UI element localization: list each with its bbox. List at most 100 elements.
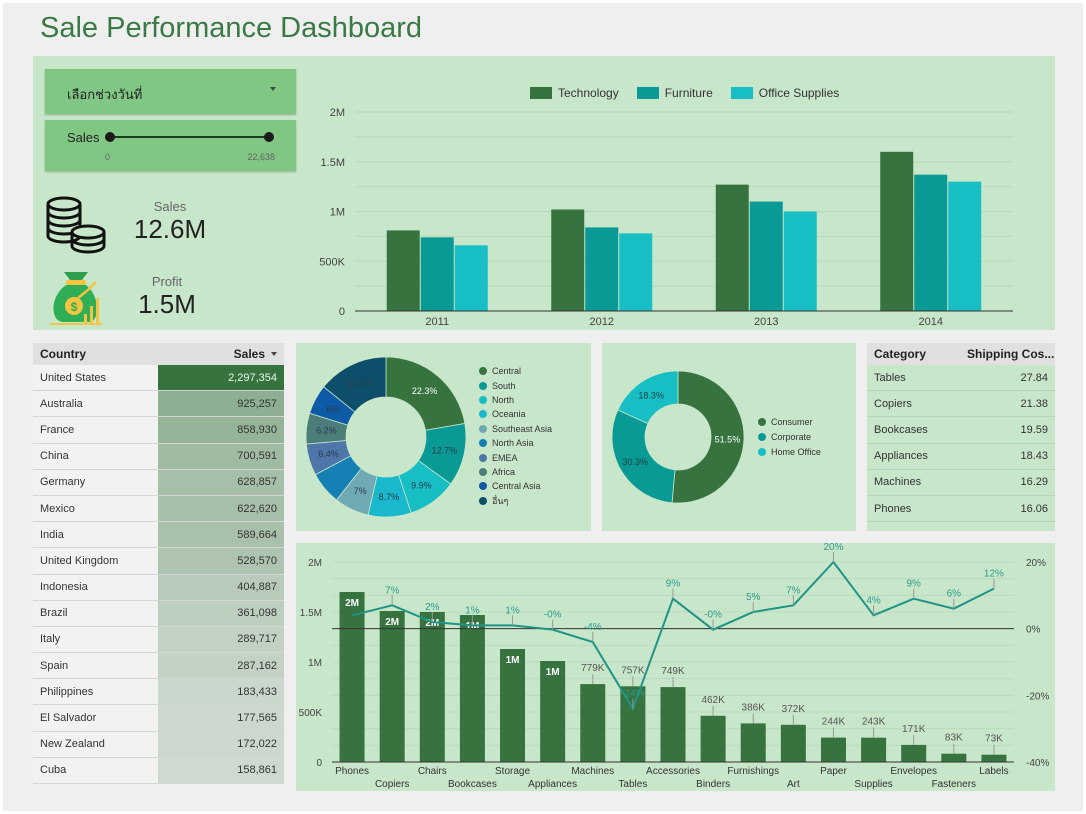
table-row[interactable]: Germany 628,857 [33,469,284,496]
slice-label: 6% [327,404,340,414]
bar-data-label: 386K [742,702,766,713]
sales-cell: 628,857 [158,469,284,495]
table-row[interactable]: Philippines 183,433 [33,679,284,706]
region-legend: Central South North Oceania Southeast Asia No… [479,364,552,508]
legend-item[interactable]: Oceania [479,407,552,421]
legend-label: Central Asia [492,481,541,492]
country-cell: New Zealand [40,738,105,751]
legend-item[interactable]: อื่นๆ [479,494,552,508]
legend-label: North [492,394,515,405]
x-tick-label: Art [787,779,800,790]
legend-item-office-supplies[interactable]: Office Supplies [730,86,839,100]
table-row[interactable]: Indonesia 404,887 [33,574,284,601]
legend-label: Technology [558,86,619,100]
legend-item[interactable]: Central Asia [479,479,552,493]
legend-item[interactable]: EMEA [479,450,552,464]
table-row[interactable]: United States 2,297,354 [33,365,284,392]
country-cell: Philippines [40,685,94,698]
table-row[interactable]: Australia 925,257 [33,391,284,418]
table-row-partial[interactable] [867,522,1055,531]
shipping-cost-cell: 27.84 [1020,371,1048,384]
bar-sales-chairs [419,612,445,762]
legend-item[interactable]: North [479,393,552,407]
bar-data-label: 2M [425,618,439,629]
table-row[interactable]: United Kingdom 528,570 [33,548,284,575]
legend-item[interactable]: Africa [479,465,552,479]
table-row[interactable]: Phones 16.06 [867,495,1055,523]
country-cell: Italy [40,633,61,646]
table-row[interactable]: Mexico 622,620 [33,495,284,523]
x-tick-label: Paper [820,766,847,777]
sales-cell: 589,664 [158,522,284,548]
legend-label: Africa [492,466,516,477]
legend-item-furniture[interactable]: Furniture [636,86,713,100]
date-range-dropdown[interactable]: เลือกช่วงวันที่ [45,69,296,114]
table-row[interactable]: Italy 289,717 [33,626,284,654]
column-header-shipping-cost[interactable]: Shipping Cos... [967,347,1055,361]
table-row[interactable]: China 700,591 [33,443,284,470]
table-row[interactable]: Bookcases 19.59 [867,417,1055,444]
slice-label: 8.7% [379,492,400,502]
slider-max-handle[interactable] [264,132,274,142]
legend-dot [479,439,487,448]
country-sales-table: Country Sales United States 2,297,354 Aust… [33,343,284,785]
legend-item-technology[interactable]: Technology [530,86,619,100]
table-row[interactable]: Cuba 158,861 [33,757,284,784]
legend-label: Southeast Asia [492,423,553,434]
column-header-sales[interactable]: Sales [158,343,284,365]
table-row[interactable]: France 858,930 [33,417,284,444]
legend-item[interactable]: North Asia [479,436,552,450]
line-data-label: 1% [505,605,520,616]
x-tick-label: Fasteners [932,779,976,790]
line-data-label: -0% [544,610,562,621]
legend-item[interactable]: Southeast Asia [479,422,552,436]
slice-label: 12.7% [432,446,458,456]
column-header-category[interactable]: Category [874,347,927,361]
table-row[interactable]: El Salvador 177,565 [33,705,284,732]
bar-sales-paper [820,737,846,762]
sales-cell: 158,861 [158,757,284,783]
legend-item[interactable]: Home Office [758,444,821,459]
bar-data-label: 757K [621,665,645,676]
bar-data-label: 749K [661,666,685,677]
table-row[interactable]: Brazil 361,098 [33,600,284,627]
country-cell: Spain [40,659,69,672]
table-row[interactable]: Appliances 18.43 [867,443,1055,470]
sales-cell: 858,930 [158,417,284,443]
bar-data-label: 1M [465,621,479,632]
column-header-country[interactable]: Country [40,347,86,361]
legend-item[interactable]: Consumer [758,414,821,429]
table-row[interactable]: Tables 27.84 [867,365,1055,392]
y-tick-label: 2M [330,107,345,119]
legend-item[interactable]: Central [479,364,552,378]
sales-range-slider[interactable]: Sales 0 22,638 [45,120,296,171]
country-cell: Cuba [40,764,67,777]
sales-cell: 183,433 [158,679,284,705]
legend-item[interactable]: Corporate [758,429,821,444]
profit-ratio-line [351,560,995,711]
legend-label: Corporate [771,431,812,442]
slider-min-handle[interactable] [105,132,115,142]
legend-label: Oceania [492,409,526,420]
x-tick-label: Tables [618,779,647,790]
legend-item[interactable]: South [479,378,552,392]
table-row[interactable]: Spain 287,162 [33,653,284,680]
slider-track[interactable] [111,136,270,138]
legend-dot [479,367,487,376]
column-header-sales-label: Sales [233,347,265,361]
country-cell: Brazil [40,607,68,620]
sales-cell: 177,565 [158,705,284,731]
category-cell: Copiers [874,397,912,410]
bar-data-label: 462K [701,695,725,706]
category-cell: Machines [874,476,922,489]
table-row[interactable]: Copiers 21.38 [867,391,1055,418]
table-row[interactable]: India 589,664 [33,522,284,549]
country-cell: Indonesia [40,581,88,594]
y-right-tick-label: 0% [1026,625,1041,636]
y-right-tick-label: -40% [1026,758,1049,769]
country-cell: Mexico [40,502,75,515]
bar-data-label: 171K [902,724,926,735]
table-row[interactable]: Machines 16.29 [867,469,1055,496]
y-tick-label: 0 [339,306,345,318]
table-row[interactable]: New Zealand 172,022 [33,731,284,758]
